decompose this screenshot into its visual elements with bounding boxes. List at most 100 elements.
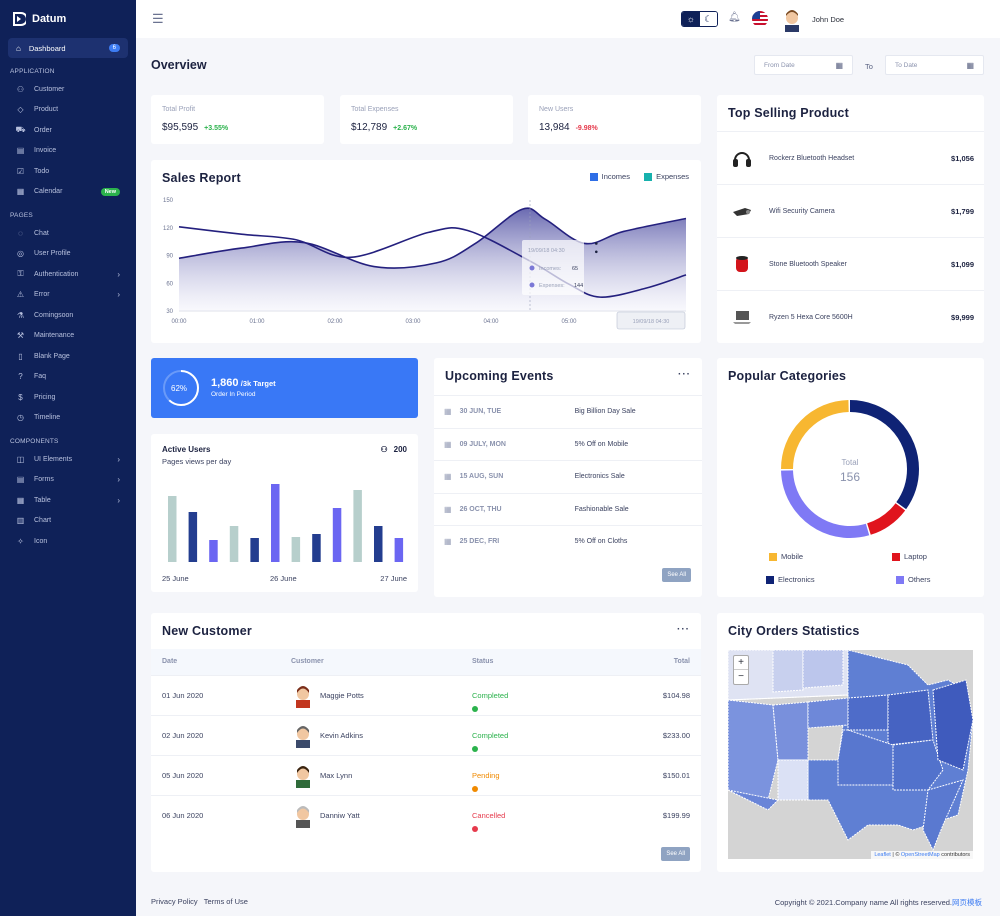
sidebar-item-calendar[interactable]: ▦ Calendar New	[0, 182, 136, 203]
legend-label-expenses[interactable]: Expenses	[656, 172, 689, 181]
donut-slice-electronics[interactable]	[781, 400, 919, 538]
sidebar-item-icon[interactable]: ✧ Icon	[0, 531, 136, 552]
sidebar-item-dashboard[interactable]: ⌂ Dashboard 6	[8, 38, 128, 58]
bell-icon[interactable]: 🔔︎	[728, 12, 741, 23]
terms-link[interactable]: Terms of Use	[203, 897, 248, 906]
moon-icon[interactable]: ☾	[699, 12, 717, 26]
customers-card: New Customer ··· Date Customer Status To…	[151, 613, 701, 872]
col-total[interactable]: Total	[673, 658, 690, 665]
sidebar-item-invoice[interactable]: ▤ Invoice	[0, 141, 136, 162]
product-row[interactable]: Rockerz Bluetooth Headset $1,056	[717, 131, 984, 184]
y-tick-label: 90	[166, 254, 173, 260]
sidebar-item-maintenance[interactable]: ⚒ Maintenance	[0, 326, 136, 347]
sun-icon[interactable]: ☼	[682, 12, 700, 26]
us-flag-icon[interactable]	[752, 11, 768, 27]
table-row[interactable]: 02 Jun 2020 Kevin Adkins Completed $233.00	[151, 715, 701, 755]
col-customer[interactable]: Customer	[291, 658, 324, 665]
zoom-in-button[interactable]: +	[734, 656, 748, 670]
sidebar-item-blank-page[interactable]: ▯ Blank Page	[0, 346, 136, 367]
sidebar-item-pricing[interactable]: $ Pricing	[0, 387, 136, 408]
calendar-icon[interactable]: ▦	[966, 60, 974, 70]
y-tick-label: 150	[163, 198, 174, 204]
expenses-line[interactable]	[178, 226, 687, 298]
sidebar-item-faq[interactable]: ? Faq	[0, 367, 136, 388]
sidebar-item-order[interactable]: ⛟ Order	[0, 120, 136, 141]
from-date-input[interactable]: From Date ▦	[754, 55, 853, 75]
user-name[interactable]: John Doe	[812, 15, 845, 24]
table-row[interactable]: 06 Jun 2020 Danniw Yatt Cancelled $199.99	[151, 795, 701, 835]
donut-slice-mobile[interactable]	[781, 400, 919, 538]
bar[interactable]	[312, 534, 321, 562]
sidebar-item-todo[interactable]: ☑ Todo	[0, 161, 136, 182]
sales-chart[interactable]: 30 60 90 120 150 00:00 01:00 02:00 03:00 04:00 05:…	[151, 160, 701, 343]
footer-link[interactable]: 网页模板	[952, 898, 982, 907]
sidebar-item-authentication[interactable]: ⚿ Authentication ›	[0, 264, 136, 285]
event-row[interactable]: ▦ 30 JUN, TUE Big Billion Day Sale	[434, 395, 702, 428]
table-row[interactable]: 05 Jun 2020 Max Lynn Pending $150.01	[151, 755, 701, 795]
sidebar-item-forms[interactable]: ▤ Forms ›	[0, 470, 136, 491]
brand[interactable]: Datum	[0, 0, 136, 38]
bar[interactable]	[332, 508, 342, 562]
donut-slice-laptop[interactable]	[762, 381, 938, 557]
legend-label-incomes[interactable]: Incomes	[601, 172, 630, 181]
donut-slice-others[interactable]	[772, 391, 928, 547]
sidebar-item-error[interactable]: ⚠ Error ›	[0, 285, 136, 306]
map[interactable]: + − Leaflet | © OpenStreetMap contributo…	[728, 650, 973, 859]
see-all-button[interactable]: See All	[661, 847, 690, 861]
sidebar-item-table[interactable]: ▦ Table ›	[0, 490, 136, 511]
bar[interactable]	[209, 540, 218, 562]
legend-item-electronics[interactable]: Electronics	[766, 575, 815, 585]
avatar[interactable]	[782, 8, 802, 32]
sidebar-item-product[interactable]: ◇ Product	[0, 100, 136, 121]
product-row[interactable]: Wifi Security Camera $1,799	[717, 184, 984, 237]
product-price: $1,799	[951, 206, 974, 216]
app-name: Datum	[32, 13, 67, 25]
bar[interactable]	[188, 512, 198, 562]
bar[interactable]	[250, 538, 259, 562]
legend-item-laptop[interactable]: Laptop	[892, 552, 927, 562]
sidebar-item-timeline[interactable]: ◷ Timeline	[0, 408, 136, 429]
sidebar-item-chat[interactable]: ◌ Chat	[0, 223, 136, 244]
to-date-input[interactable]: To Date ▦	[885, 55, 984, 75]
more-icon[interactable]: ···	[678, 369, 691, 380]
bar[interactable]	[229, 526, 239, 562]
incomes-line[interactable]	[178, 207, 687, 269]
bar[interactable]	[394, 538, 404, 562]
bar[interactable]	[291, 537, 301, 562]
leaflet-link[interactable]: Leaflet	[874, 852, 891, 858]
legend-item-others[interactable]: Others	[896, 575, 931, 585]
sidebar-item-comingsoon[interactable]: ⚗ Comingsoon	[0, 305, 136, 326]
categories-donut[interactable]: Total 156	[717, 358, 984, 597]
theme-toggle[interactable]: ☼ ☾	[681, 11, 718, 27]
sidebar-item-label: UI Elements	[34, 455, 73, 463]
event-row[interactable]: ▦ 15 AUG, SUN Electronics Sale	[434, 460, 702, 493]
bar[interactable]	[374, 526, 383, 562]
event-row[interactable]: ▦ 26 OCT, THU Fashionable Sale	[434, 492, 702, 526]
bar[interactable]	[353, 490, 362, 562]
see-all-button[interactable]: See All	[662, 568, 691, 582]
zoom-out-button[interactable]: −	[738, 671, 744, 682]
privacy-link[interactable]: Privacy Policy	[151, 897, 198, 906]
event-row[interactable]: ▦ 09 JULY, MON 5% Off on Mobile	[434, 427, 702, 461]
sidebar-item-customer[interactable]: ⚇ Customer	[0, 79, 136, 100]
event-row[interactable]: ▦ 25 DEC, FRI 5% Off on Cloths	[434, 525, 702, 558]
product-row[interactable]: Stone Bluetooth Speaker $1,099	[717, 237, 984, 290]
menu-toggle-icon[interactable]: ☰	[152, 11, 164, 26]
active-users-chart[interactable]: 25 June 26 June 27 June	[151, 434, 418, 592]
calendar-icon[interactable]: ▦	[835, 60, 843, 70]
sidebar-item-chart[interactable]: ▥ Chart	[0, 511, 136, 532]
bar[interactable]	[271, 484, 280, 562]
col-status[interactable]: Status	[472, 658, 494, 665]
table-row[interactable]: 01 Jun 2020 Maggie Potts Completed $104.98	[151, 675, 701, 715]
legend-item-mobile[interactable]: Mobile	[769, 552, 803, 562]
more-icon[interactable]: ···	[677, 624, 690, 635]
sidebar-item-ui-elements[interactable]: ◫ UI Elements ›	[0, 449, 136, 470]
col-date[interactable]: Date	[162, 658, 178, 665]
osm-link[interactable]: OpenStreetMap	[900, 852, 940, 858]
map-attribution: Leaflet | © OpenStreetMap contributors	[871, 851, 973, 859]
active-users-card: Active Users Pages views per day ⚇ 200 25…	[151, 434, 418, 592]
product-row[interactable]: Ryzen 5 Hexa Core 5600H $9,999	[717, 290, 984, 343]
bar[interactable]	[168, 496, 177, 562]
us-map[interactable]	[728, 650, 973, 859]
sidebar-item-user-profile[interactable]: ◎ User Profile	[0, 244, 136, 265]
